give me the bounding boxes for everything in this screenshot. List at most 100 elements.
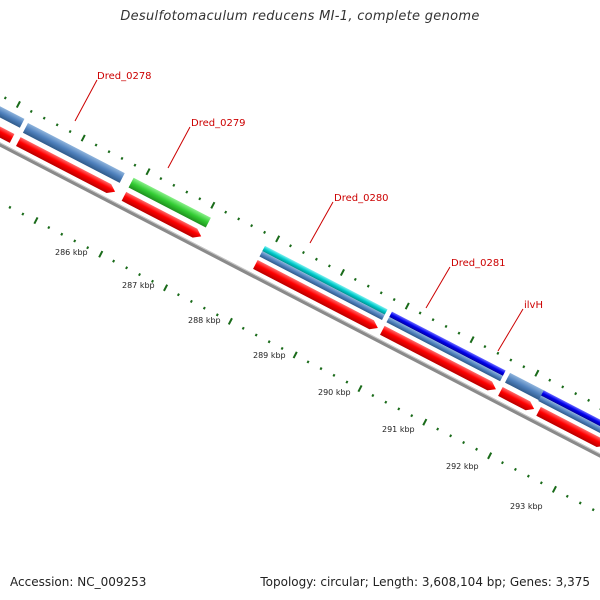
minor-tick [280, 346, 284, 351]
feature-dred-0281[interactable] [386, 311, 506, 382]
feature-dred-0279[interactable] [128, 177, 211, 228]
minor-tick [345, 380, 349, 384]
minor-tick [68, 130, 72, 134]
major-tick [145, 168, 151, 176]
minor-tick [436, 427, 440, 431]
minor-tick [73, 239, 77, 243]
minor-tick [42, 116, 46, 120]
minor-tick [159, 177, 163, 181]
gene-label-dred-0278[interactable]: Dred_0278 [97, 71, 152, 82]
outer-tick-ring [3, 96, 600, 411]
minor-tick [263, 230, 267, 234]
major-tick [275, 235, 281, 243]
minor-tick [202, 306, 206, 310]
minor-tick [29, 109, 33, 113]
minor-tick [107, 150, 111, 154]
minor-tick [198, 197, 202, 201]
minor-tick [224, 210, 228, 214]
minor-tick [250, 224, 254, 228]
gene-label-dred-0281[interactable]: Dred_0281 [451, 258, 506, 269]
minor-tick [133, 163, 137, 167]
minor-tick [112, 259, 116, 263]
minor-tick [314, 257, 318, 261]
major-tick [33, 217, 39, 225]
gene-labels: Dred_0278 Dred_0279 Dred_0280 Dred_0281 … [97, 71, 543, 311]
major-tick [404, 302, 410, 310]
major-tick [15, 100, 21, 109]
scale-label-291: 291 kbp [382, 425, 415, 434]
minor-tick [55, 123, 59, 127]
minor-tick [21, 212, 25, 216]
minor-tick [392, 297, 396, 302]
accession-text: Accession: NC_009253 [10, 575, 147, 589]
scale-label-293: 293 kbp [510, 502, 543, 511]
minor-tick [561, 385, 565, 389]
gene-label-dred-0280[interactable]: Dred_0280 [334, 193, 389, 204]
minor-tick [185, 190, 189, 194]
gene-label-ilvh[interactable]: ilvH [524, 300, 543, 311]
scale-label-286: 286 kbp [55, 248, 88, 257]
minor-tick [189, 299, 193, 304]
major-tick [80, 134, 86, 142]
minor-tick [176, 293, 180, 297]
minor-tick [379, 291, 383, 295]
major-tick [210, 201, 216, 209]
genome-backbone [0, 104, 600, 505]
minor-tick [125, 266, 129, 270]
minor-tick [397, 407, 401, 411]
cds-arrows[interactable] [0, 101, 600, 488]
minor-tick [301, 250, 305, 255]
minor-tick [237, 217, 241, 221]
minor-tick [254, 333, 258, 337]
minor-tick [462, 440, 466, 445]
minor-tick [475, 447, 479, 451]
minor-tick [513, 467, 517, 471]
minor-tick [509, 358, 513, 362]
major-tick [469, 336, 475, 344]
minor-tick [327, 264, 331, 268]
minor-tick [457, 331, 461, 335]
genome-summary-text: Topology: circular; Length: 3,608,104 bp… [260, 575, 590, 589]
minor-tick [522, 365, 526, 369]
map-title: Desulfotomaculum reducens MI-1, complete… [120, 9, 480, 24]
minor-tick [94, 143, 98, 147]
minor-tick [587, 398, 591, 402]
feature-ilvh[interactable] [505, 372, 600, 438]
minor-tick [353, 277, 357, 281]
minor-tick [483, 345, 487, 349]
scale-labels: 286 kbp 287 kbp 288 kbp 289 kbp 290 kbp … [55, 248, 543, 511]
gene-label-dred-0279[interactable]: Dred_0279 [191, 118, 246, 129]
minor-tick [444, 324, 448, 329]
feature-dred-0280[interactable] [259, 245, 388, 320]
minor-tick [3, 96, 7, 100]
scale-label-292: 292 kbp [446, 462, 479, 471]
major-tick [487, 452, 493, 460]
callout-lines [74, 79, 524, 352]
minor-tick [565, 494, 569, 498]
major-tick [551, 485, 557, 493]
scale-label-289: 289 kbp [253, 351, 286, 360]
major-tick [227, 317, 233, 325]
feature-steelblue-partial[interactable] [0, 85, 25, 128]
scale-label-288: 288 kbp [188, 316, 221, 325]
minor-tick [267, 340, 271, 344]
minor-tick [120, 156, 124, 161]
minor-tick [526, 474, 530, 478]
inner-scale-ring [8, 205, 595, 512]
major-tick [163, 284, 169, 292]
minor-tick [86, 246, 90, 250]
minor-tick [60, 232, 64, 236]
minor-tick [501, 461, 504, 465]
minor-tick [8, 205, 12, 209]
minor-tick [215, 313, 219, 317]
minor-tick [172, 183, 176, 187]
minor-tick [548, 378, 552, 382]
feature-dred-0278[interactable] [22, 122, 125, 183]
minor-tick [138, 272, 141, 277]
minor-tick [306, 360, 310, 364]
minor-tick [591, 508, 595, 512]
minor-tick [332, 373, 336, 377]
minor-tick [539, 481, 543, 485]
scale-label-290: 290 kbp [318, 388, 351, 397]
